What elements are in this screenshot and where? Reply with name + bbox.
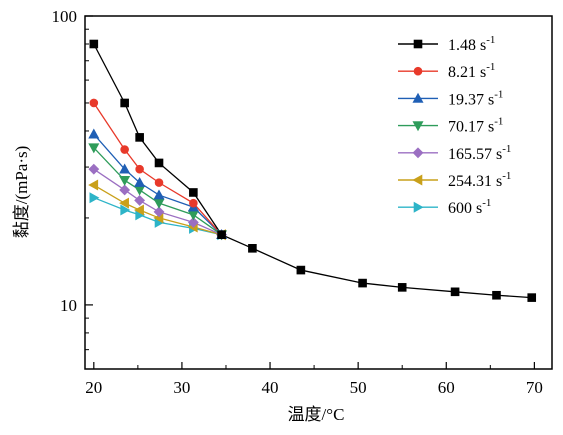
legend-marker: [413, 201, 424, 213]
axes: 20 30 40 50 60 70 10 100: [52, 7, 553, 397]
data-point: [120, 98, 129, 108]
data-point: [88, 179, 99, 191]
series-line: [93, 102, 223, 236]
x-tick-label: 60: [438, 378, 455, 397]
y-axis-label: 黏度/(mPa·s): [12, 146, 31, 239]
data-point: [89, 98, 99, 108]
x-tick-label: 40: [262, 378, 279, 397]
legend-entry: 165.57 s-1: [448, 143, 511, 163]
legend-entry: 8.21 s-1: [448, 61, 495, 81]
data-point: [358, 278, 367, 288]
data-point: [119, 197, 129, 209]
legend: 1.48 s-1 8.21 s-1 19.37 s-1 70.17 s-1 165.57…: [398, 34, 511, 217]
series-line: [93, 43, 532, 299]
data-point: [492, 290, 501, 300]
data-point: [296, 265, 306, 275]
data-point: [154, 158, 164, 168]
data-point: [134, 204, 144, 216]
data-point: [135, 133, 144, 142]
data-point: [153, 206, 165, 218]
data-point: [153, 198, 165, 209]
data-point: [397, 283, 407, 292]
x-tick-label: 30: [173, 378, 190, 397]
data-point: [88, 163, 100, 175]
data-point: [119, 175, 131, 186]
plot-frame: [84, 15, 553, 370]
legend-entry: 70.17 s-1: [448, 116, 503, 136]
data-point: [134, 177, 146, 187]
legend-marker: [412, 121, 424, 132]
x-axis-label: 温度/°C: [288, 405, 345, 424]
data-point: [450, 287, 460, 297]
legend-entry: 1.48 s-1: [448, 34, 495, 54]
x-tick-label: 70: [526, 378, 543, 397]
legend-entry: 19.37 s-1: [448, 88, 503, 108]
legend-entry: 600 s-1: [448, 197, 491, 217]
data-point: [187, 210, 199, 221]
data-point: [153, 189, 165, 200]
series-line: [93, 197, 222, 236]
series-line: [93, 147, 222, 236]
legend-marker: [412, 147, 424, 159]
series-line: [93, 168, 222, 236]
data-point: [119, 163, 131, 174]
data-point: [527, 293, 537, 302]
legend-marker: [412, 92, 424, 103]
data-point: [88, 128, 100, 139]
data-point: [134, 185, 146, 196]
data-point: [154, 178, 164, 187]
data-point: [120, 204, 131, 216]
y-tick-label: 10: [60, 296, 77, 315]
data-point: [89, 192, 100, 204]
data-point: [187, 216, 199, 228]
legend-marker: [412, 174, 423, 186]
data-point: [89, 39, 99, 49]
data-point: [189, 198, 198, 208]
data-point: [217, 230, 226, 239]
y-tick-label: 100: [52, 7, 78, 26]
plot-lines: [93, 43, 532, 299]
x-tick-label: 20: [85, 378, 102, 397]
data-point: [120, 145, 129, 154]
legend-marker: [413, 66, 423, 76]
data-point: [135, 164, 144, 174]
data-point: [88, 143, 100, 154]
data-point: [134, 194, 146, 206]
legend-marker: [413, 39, 423, 49]
data-point: [248, 244, 257, 253]
data-point: [119, 184, 131, 196]
x-tick-label: 50: [350, 378, 367, 397]
data-point: [189, 188, 198, 197]
plot-markers: [88, 39, 537, 302]
legend-entry: 254.31 s-1: [448, 170, 511, 190]
